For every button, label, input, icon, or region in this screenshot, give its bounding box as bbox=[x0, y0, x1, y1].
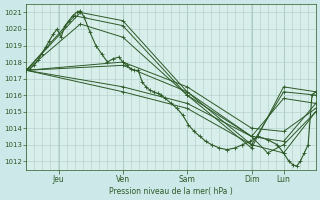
X-axis label: Pression niveau de la mer( hPa ): Pression niveau de la mer( hPa ) bbox=[109, 187, 233, 196]
